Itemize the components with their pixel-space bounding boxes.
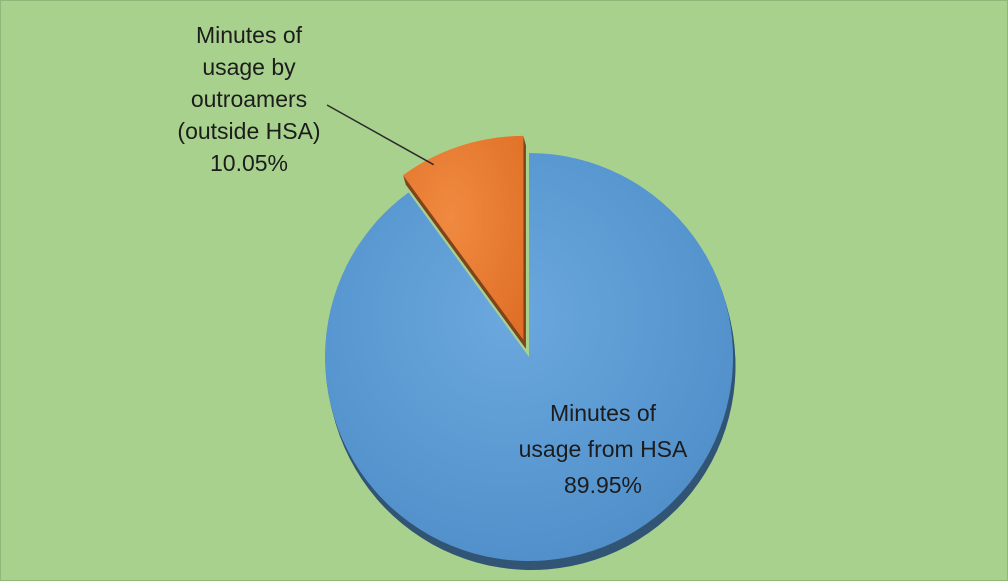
pie-slice-0 bbox=[324, 153, 733, 561]
slice-value-label-0: 89.95% bbox=[564, 472, 642, 498]
leader-line bbox=[326, 104, 435, 166]
slice-label-line: usage by bbox=[202, 54, 296, 80]
slice-label-line: Minutes of bbox=[196, 22, 303, 48]
slice-label-line: (outside HSA) bbox=[177, 118, 320, 144]
slice-label-line: usage from HSA bbox=[519, 436, 688, 462]
slice-label-line: outroamers bbox=[191, 86, 307, 112]
slice-label-line: Minutes of bbox=[550, 400, 657, 426]
slice-label-1: Minutes of usage by outroamers (outside HSA… bbox=[177, 22, 320, 176]
pie-slice-1 bbox=[402, 135, 524, 340]
slice-label-0: Minutes of usage from HSA 89.95% bbox=[519, 400, 688, 498]
slice-value-label-1: 10.05% bbox=[210, 150, 288, 176]
